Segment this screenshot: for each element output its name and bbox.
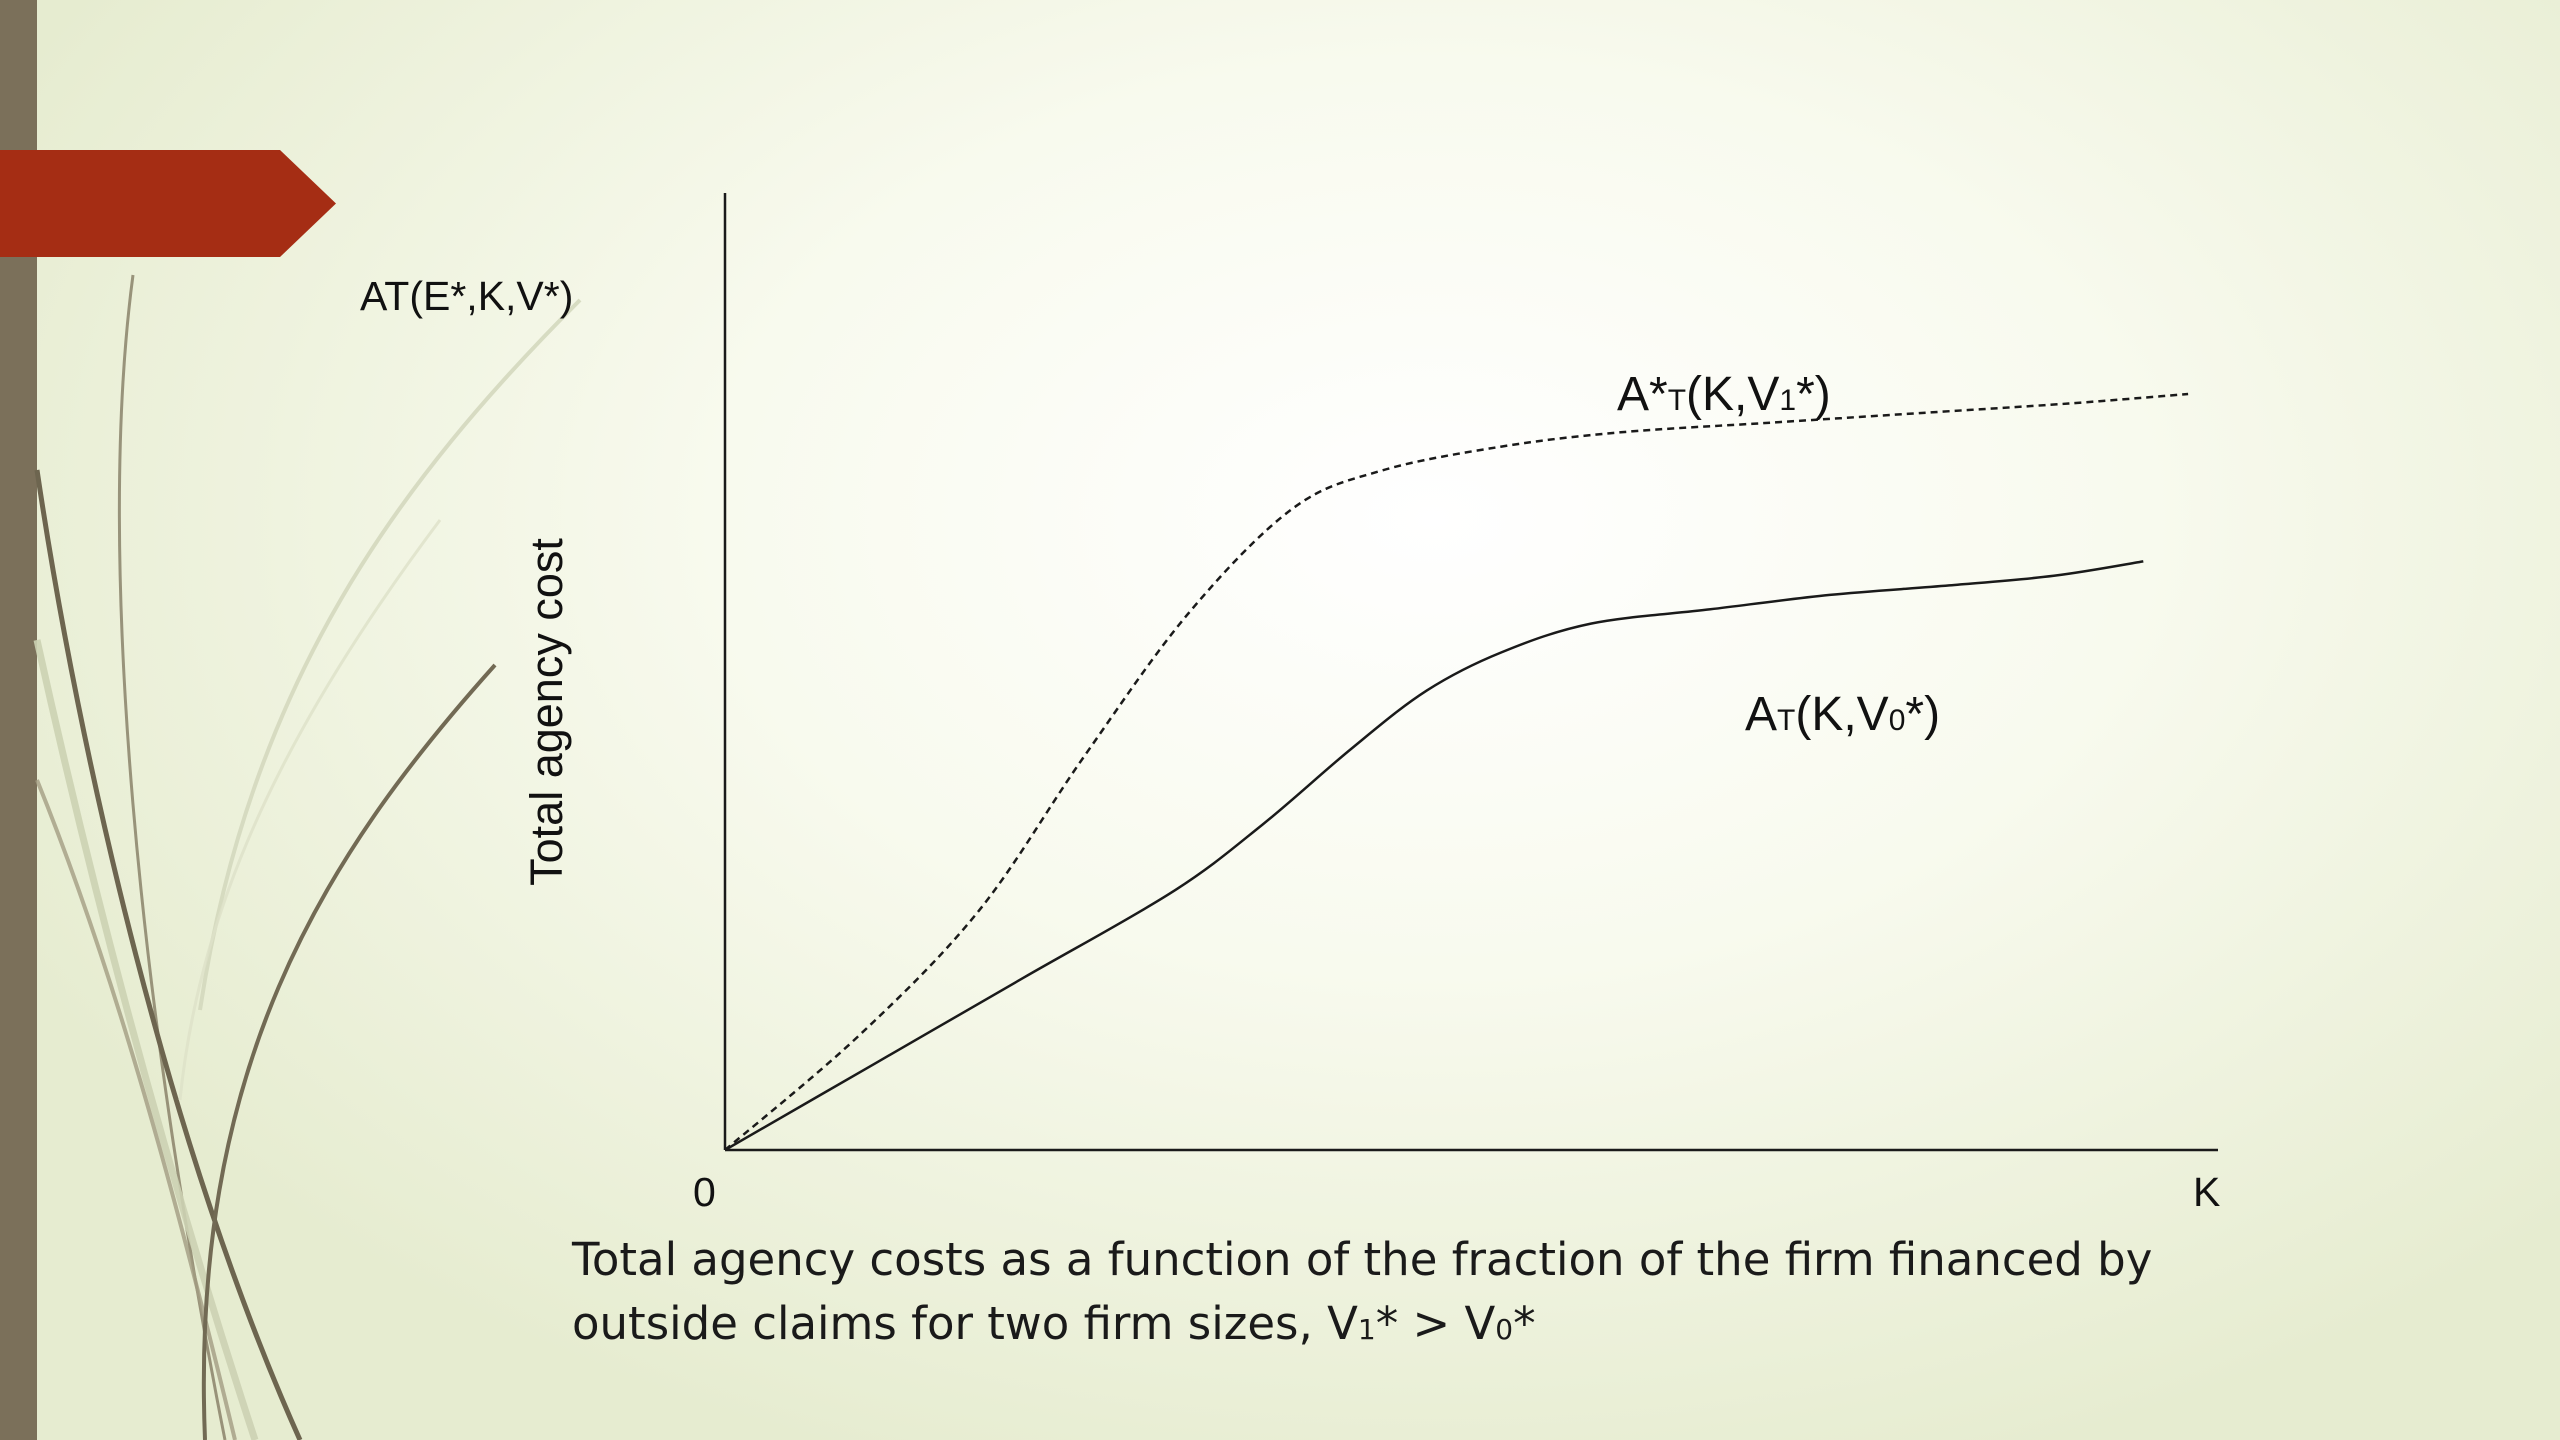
y-axis-label: Total agency cost — [521, 538, 572, 886]
caption-line-1: Total agency costs as a function of the … — [572, 1233, 2153, 1286]
x-axis-label: K — [2193, 1169, 2220, 1215]
series-line-v0 — [724, 560, 2144, 1152]
origin-label: 0 — [693, 1169, 716, 1215]
series-line-v1 — [724, 392, 2189, 1151]
chart-title: AT(E*,K,V*) — [360, 273, 573, 319]
figure-caption: Total agency costs as a function of the … — [572, 1228, 2472, 1362]
curved-grass-lines-icon — [33, 274, 582, 1440]
caption-line-2: outside claims for two firm sizes, V1* >… — [572, 1297, 1536, 1350]
title-accent-arrow — [0, 150, 336, 257]
legend-label-v1: A*T(K,V1*) — [1617, 368, 1831, 421]
legend-label-v0: AT(K,V0*) — [1745, 688, 1940, 741]
